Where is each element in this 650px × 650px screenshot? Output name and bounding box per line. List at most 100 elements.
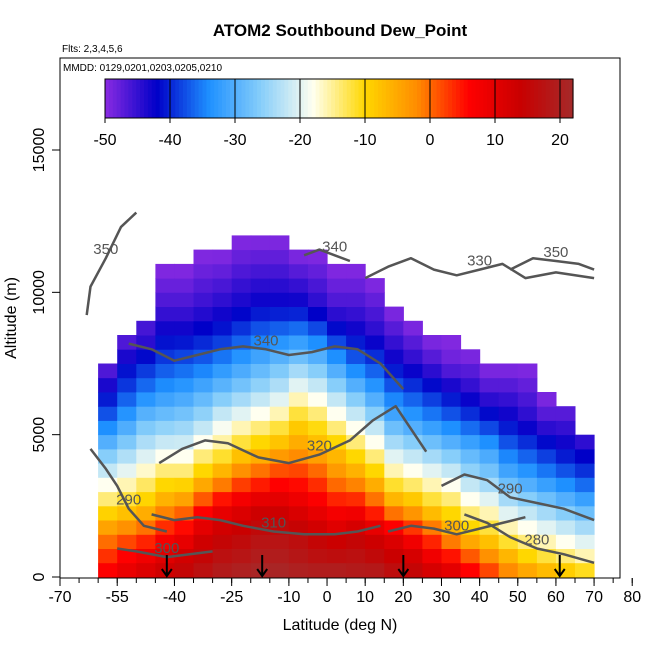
- heatmap-cell: [384, 335, 404, 350]
- heatmap-cell: [308, 406, 328, 421]
- colorbar-segment: [245, 79, 250, 118]
- heatmap-cell: [250, 392, 271, 407]
- heatmap-cell: [231, 363, 252, 379]
- heatmap-cell: [479, 392, 500, 407]
- heatmap-cell: [269, 377, 290, 393]
- flight-markers: [161, 555, 566, 578]
- colorbar-segment: [522, 79, 527, 118]
- colorbar-segment: [120, 79, 126, 118]
- heatmap-cell: [422, 392, 442, 407]
- heatmap-cell: [231, 434, 252, 450]
- heatmap-cell: [327, 278, 347, 293]
- heatmap-cell: [288, 392, 309, 407]
- heatmap-cell: [231, 349, 252, 364]
- heatmap-cell: [441, 349, 462, 364]
- colorbar-segment: [393, 79, 399, 118]
- x-tick-label: 50: [509, 589, 527, 606]
- heatmap-cell: [308, 434, 328, 450]
- theta-contour-label: 340: [322, 238, 347, 255]
- heatmap-cell: [231, 406, 252, 421]
- heatmap-cell: [174, 463, 194, 478]
- heatmap-cell: [422, 363, 442, 379]
- heatmap-cell: [555, 477, 576, 493]
- heatmap-cell: [384, 448, 404, 464]
- heatmap-cell: [193, 335, 214, 350]
- heatmap-cell: [174, 406, 194, 421]
- heatmap-cell: [269, 335, 290, 350]
- heatmap-cell: [250, 406, 271, 421]
- colorbar-segment: [389, 79, 395, 118]
- heatmap-cell: [308, 534, 328, 549]
- colorbar-segment: [112, 79, 118, 118]
- colorbar-segment: [140, 79, 145, 118]
- heatmap-cell: [288, 263, 309, 279]
- theta-contour-line: [151, 513, 381, 536]
- heatmap-cell: [384, 534, 404, 549]
- heatmap-cell: [136, 534, 156, 549]
- heatmap-cell: [441, 377, 462, 393]
- heatmap-cell: [269, 434, 290, 450]
- x-tick-label: -25: [220, 589, 243, 606]
- heatmap-cell: [441, 406, 462, 421]
- heatmap-cell: [327, 263, 347, 279]
- heatmap-cell: [422, 477, 442, 493]
- heatmap-cell: [384, 434, 404, 450]
- heatmap-cell: [575, 448, 595, 464]
- heatmap-cell: [441, 534, 462, 549]
- colorbar-segment: [253, 79, 258, 118]
- heatmap-cell: [498, 406, 519, 421]
- heatmap-cell: [327, 292, 347, 307]
- heatmap-cell: [308, 463, 328, 478]
- colorbar-segment: [222, 79, 227, 118]
- heatmap-cell: [231, 377, 252, 393]
- flights-note: Flts: 2,3,4,5,6: [62, 44, 123, 55]
- theta-contour-line: [303, 248, 351, 263]
- heatmap-cell: [117, 377, 137, 393]
- heatmap-cell: [346, 562, 366, 578]
- heatmap-cell: [212, 448, 233, 464]
- heatmap-cell: [536, 448, 557, 464]
- heatmap-cell: [536, 505, 557, 521]
- heatmap-cell: [117, 434, 137, 450]
- flight-marker-arrow: [553, 555, 566, 578]
- colorbar-segment: [147, 79, 153, 118]
- heatmap-cell: [422, 406, 442, 421]
- colorbar-segment: [163, 79, 168, 118]
- heatmap-cell: [498, 377, 519, 393]
- heatmap-cell: [269, 548, 290, 564]
- colorbar-segment: [218, 79, 223, 118]
- heatmap-cell: [308, 477, 328, 493]
- colorbar-segment: [479, 79, 484, 118]
- heatmap-cell: [308, 263, 328, 279]
- colorbar-segment: [452, 79, 457, 118]
- heatmap-cell: [403, 406, 423, 421]
- heatmap-cell: [403, 363, 423, 379]
- colorbar-segment: [144, 79, 149, 118]
- heatmap-cell: [193, 278, 214, 293]
- heatmap-cell: [136, 477, 156, 493]
- x-tick-label: -55: [106, 589, 129, 606]
- heatmap-cell: [174, 448, 194, 464]
- heatmap-cell: [288, 491, 309, 507]
- heatmap-cell: [346, 335, 366, 350]
- heatmap-cell: [479, 448, 500, 464]
- heatmap-cell: [403, 520, 423, 535]
- heatmap-cell: [308, 520, 328, 535]
- colorbar-tick-label: 20: [551, 132, 569, 149]
- heatmap-cell: [98, 562, 118, 578]
- heatmap-cell: [98, 420, 118, 436]
- colorbar-segment: [409, 79, 414, 118]
- heatmap-cell: [174, 505, 194, 521]
- heatmap-cell: [231, 292, 252, 307]
- heatmap-cell: [288, 520, 309, 535]
- heatmap-cell: [155, 448, 175, 464]
- x-tick-label: 0: [323, 589, 332, 606]
- heatmap-cell: [98, 377, 118, 393]
- colorbar-tick-label: -40: [158, 132, 181, 149]
- heatmap-cell: [384, 491, 404, 507]
- heatmap-cell: [288, 363, 309, 379]
- heatmap-cell: [212, 505, 233, 521]
- heatmap-cell: [498, 363, 519, 379]
- colorbar-segment: [276, 79, 282, 118]
- heatmap-cell: [98, 363, 118, 379]
